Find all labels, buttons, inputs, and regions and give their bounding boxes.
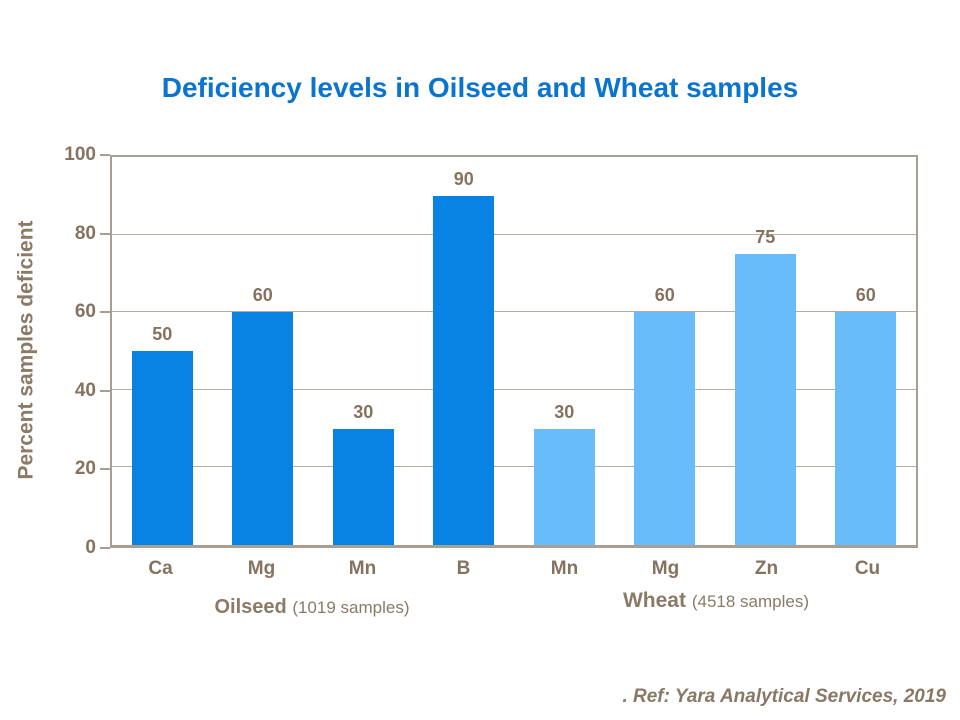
bar-value-oilseed-b: 90 — [453, 168, 474, 189]
x-tick-label-wheat-cu: Cu — [854, 558, 881, 579]
gridline-40 — [112, 388, 916, 390]
group-note-wheat: (4518 samples) — [691, 592, 809, 611]
x-tick-label-wheat-zn: Zn — [754, 558, 779, 579]
group-label-oilseed: Oilseed (1019 samples) — [110, 596, 514, 620]
bar-value-wheat-mg: 60 — [654, 285, 675, 306]
bar-wheat-mn — [533, 428, 595, 545]
bar-slot-wheat-mn: 30 — [514, 157, 615, 545]
bar-slot-oilseed-b: 90 — [414, 157, 515, 545]
bars-layer: 50 60 30 90 30 60 75 60 — [112, 157, 916, 545]
plot-area: 50 60 30 90 30 60 75 60 — [110, 155, 918, 548]
group-name-oilseed: Oilseed — [214, 596, 293, 618]
y-tick-label-40: 40 — [74, 379, 96, 401]
bar-wheat-mg — [634, 312, 696, 545]
bar-slot-oilseed-ca: 50 — [112, 157, 213, 545]
x-tick-label-oilseed-mn: Mn — [348, 558, 377, 579]
chart-plot-wrap: 50 60 30 90 30 60 75 60 0 20 40 60 80 100 Ca Mg Mn B Mn M… — [64, 145, 918, 618]
bar-value-oilseed-mg: 60 — [252, 285, 273, 306]
x-tick-label-wheat-mg: Mg — [651, 558, 680, 579]
x-axis-labels: Ca Mg Mn B Mn Mg Zn Cu — [110, 558, 918, 580]
gridline-80 — [112, 233, 916, 235]
bar-value-wheat-cu: 60 — [855, 285, 876, 306]
bar-slot-wheat-cu: 60 — [816, 157, 917, 545]
bar-oilseed-ca — [131, 351, 193, 545]
footer-reference: . Ref: Yara Analytical Services, 2019 — [622, 686, 946, 707]
group-labels: Oilseed (1019 samples) Wheat (4518 sample… — [110, 589, 918, 620]
x-tick-label-oilseed-mg: Mg — [247, 558, 276, 579]
gridline-20 — [112, 466, 916, 468]
bar-slot-oilseed-mg: 60 — [213, 157, 314, 545]
y-tick-mark-80 — [100, 232, 110, 235]
bar-slot-wheat-zn: 75 — [715, 157, 816, 545]
y-tick-mark-60 — [100, 311, 110, 314]
bar-value-wheat-mn: 30 — [554, 401, 575, 422]
y-tick-mark-40 — [100, 389, 110, 392]
x-tick-label-oilseed-b: B — [456, 558, 471, 579]
bar-wheat-cu — [835, 312, 897, 545]
gridline-60 — [112, 311, 916, 313]
bar-value-oilseed-ca: 50 — [152, 324, 173, 344]
y-tick-label-60: 60 — [74, 301, 96, 323]
bar-value-oilseed-mn: 30 — [353, 401, 374, 422]
bar-oilseed-mn — [332, 428, 394, 545]
y-tick-label-80: 80 — [74, 222, 96, 244]
group-note-oilseed: (1019 samples) — [292, 598, 410, 617]
y-tick-label-100: 100 — [64, 144, 96, 165]
x-tick-label-oilseed-ca: Ca — [148, 558, 173, 579]
bar-oilseed-b — [433, 195, 495, 545]
y-axis-title-text: Percent samples deficient — [15, 220, 39, 480]
bar-slot-wheat-mg: 60 — [615, 157, 716, 545]
y-axis-title: Percent samples deficient — [12, 150, 42, 550]
bar-oilseed-mg — [232, 312, 294, 545]
y-tick-mark-100 — [100, 154, 110, 156]
bar-value-wheat-zn: 75 — [755, 227, 776, 247]
y-tick-mark-0 — [100, 547, 110, 549]
y-tick-label-0: 0 — [85, 537, 96, 558]
group-label-wheat: Wheat (4518 samples) — [514, 589, 918, 613]
group-name-wheat: Wheat — [622, 589, 692, 612]
x-tick-label-wheat-mn: Mn — [550, 558, 579, 579]
y-tick-label-20: 20 — [74, 458, 96, 480]
y-tick-mark-20 — [100, 468, 110, 471]
bar-wheat-zn — [734, 254, 796, 545]
bar-slot-oilseed-mn: 30 — [313, 157, 414, 545]
chart-title: Deficiency levels in Oilseed and Wheat s… — [161, 72, 799, 103]
